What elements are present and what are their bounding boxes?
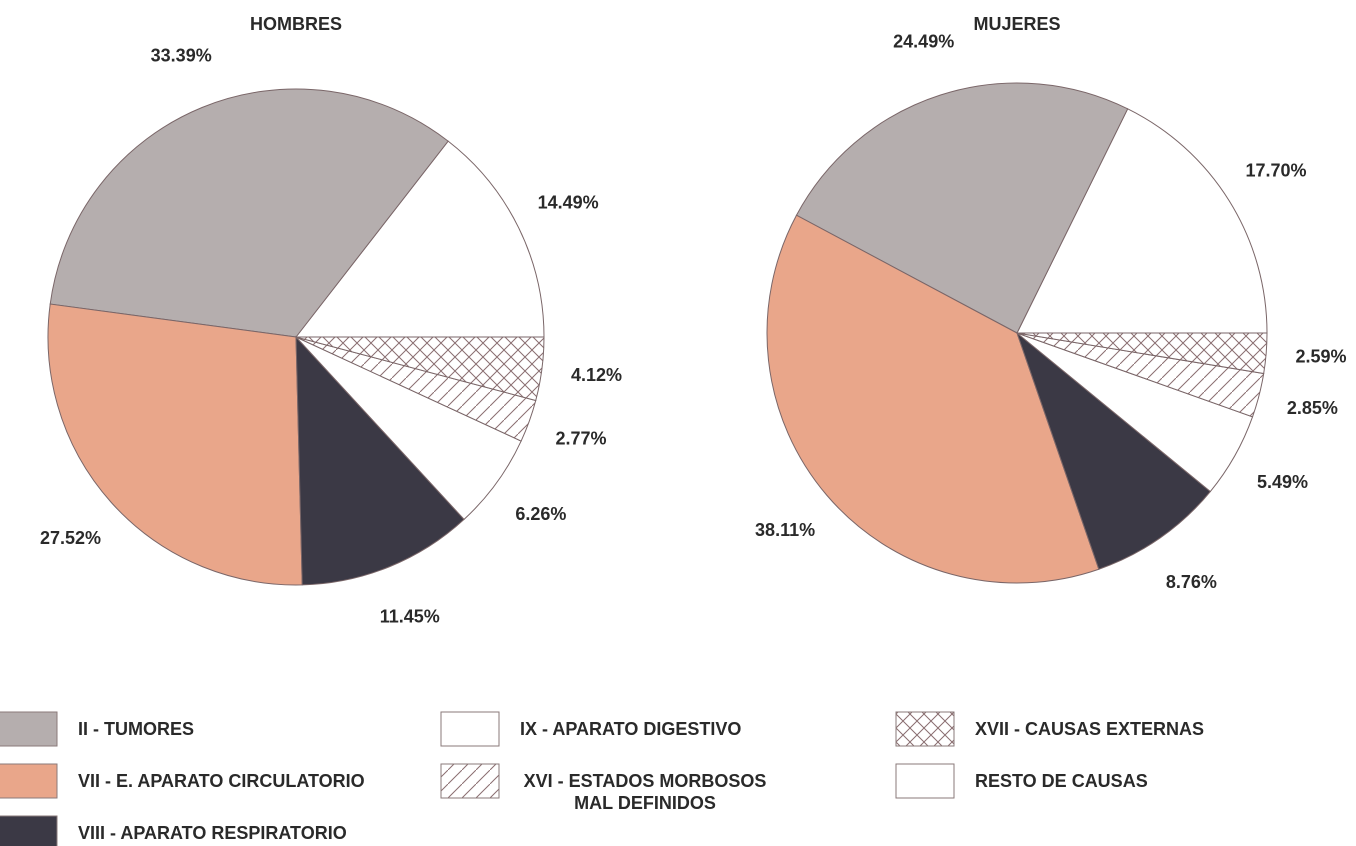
data-label: 5.49%	[1257, 472, 1308, 492]
data-label: 2.85%	[1287, 398, 1338, 418]
legend-label: VII - E. APARATO CIRCULATORIO	[78, 771, 365, 791]
legend-label: XVII - CAUSAS EXTERNAS	[975, 719, 1205, 739]
legend-label: XVI - ESTADOS MORBOSOS MAL DEFINIDOS	[523, 771, 767, 813]
legend-swatch	[895, 763, 955, 799]
pie-slice	[47, 303, 303, 586]
pie-slice	[294, 140, 545, 338]
data-label: 4.12%	[571, 365, 622, 385]
chart-title: HOMBRES	[250, 14, 342, 34]
chart-title: MUJERES	[973, 14, 1060, 34]
legend-swatch	[895, 711, 955, 747]
data-label: 14.49%	[538, 193, 599, 213]
pie-slice	[1016, 108, 1268, 334]
legend-label: RESTO DE CAUSAS	[975, 771, 1148, 791]
data-label: 2.77%	[556, 428, 607, 448]
data-label: 17.70%	[1246, 161, 1307, 181]
data-label: 24.49%	[893, 31, 954, 51]
legend-swatch	[440, 763, 500, 799]
data-label: 11.45%	[380, 607, 440, 627]
legend-swatch	[0, 763, 58, 799]
legend-label: VIII - APARATO RESPIRATORIO	[78, 823, 347, 843]
legend-swatch	[0, 815, 58, 846]
data-label: 27.52%	[40, 528, 101, 548]
legend-label: II - TUMORES	[78, 719, 194, 739]
legend-swatch	[0, 711, 58, 747]
data-label: 2.59%	[1295, 347, 1346, 367]
legend-label: IX - APARATO DIGESTIVO	[520, 719, 742, 739]
legend-swatch	[440, 711, 500, 747]
data-label: 38.11%	[755, 520, 815, 540]
pie-slice	[295, 335, 465, 586]
pie-slice	[49, 88, 449, 338]
data-label: 8.76%	[1166, 572, 1217, 592]
pie-slice	[295, 336, 545, 402]
pie-slice	[766, 214, 1100, 584]
pie-slice	[795, 82, 1129, 334]
pie-slice	[1016, 332, 1268, 375]
data-label: 33.39%	[151, 45, 212, 65]
data-label: 6.26%	[515, 504, 566, 524]
pie-slice	[1015, 331, 1212, 570]
